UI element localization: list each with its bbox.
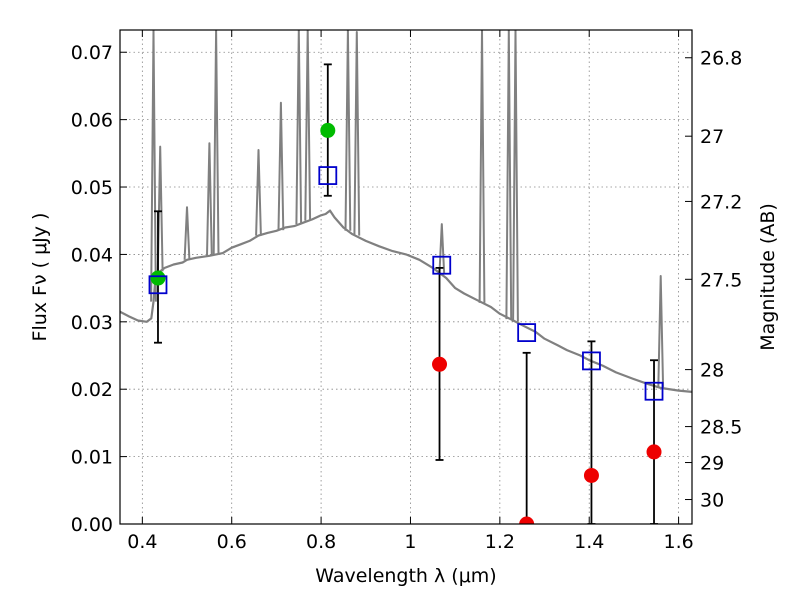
emission-line bbox=[304, 30, 312, 221]
emission-line bbox=[183, 206, 191, 260]
x-tick-label: 1 bbox=[404, 531, 416, 553]
detection-point bbox=[150, 270, 166, 286]
x-tick-label: 1.2 bbox=[485, 531, 515, 553]
right-tick-label: 27.2 bbox=[700, 191, 742, 213]
y-tick-label: 0.07 bbox=[71, 42, 113, 64]
model-photometry-point bbox=[148, 275, 168, 295]
model-photometry-point bbox=[517, 323, 537, 343]
emission-line bbox=[255, 149, 262, 236]
right-tick-label: 26.8 bbox=[700, 48, 742, 70]
axes: 0.4 0.6 0.8 1 1.2 1.4 1.6 0.00 0.01 0.02 0.03 0.04 0… bbox=[71, 30, 742, 553]
right-tick-label: 27 bbox=[700, 126, 724, 148]
y-tick-label: 0.04 bbox=[71, 244, 113, 266]
y-tick-label: 0.05 bbox=[71, 177, 113, 199]
x-tick-label: 0.8 bbox=[306, 531, 336, 553]
nondetection-point bbox=[432, 356, 448, 372]
right-tick-label: 28.5 bbox=[700, 417, 742, 439]
y-tick-label: 0.06 bbox=[71, 110, 113, 132]
spectrum-line bbox=[120, 209, 692, 393]
y-tick-label: 0.03 bbox=[71, 312, 113, 334]
emission-line bbox=[206, 142, 213, 256]
emission-line bbox=[277, 101, 285, 231]
emission-line bbox=[512, 30, 519, 322]
model-photometry-point bbox=[318, 166, 338, 185]
right-tick-label: 28 bbox=[700, 360, 724, 382]
x-tick-label: 0.4 bbox=[127, 531, 157, 553]
detection-point bbox=[320, 122, 336, 138]
emission-line bbox=[212, 30, 220, 255]
model-photometry-point bbox=[432, 255, 452, 275]
emission-line bbox=[657, 275, 665, 388]
y-axis-label: Flux Fν ( μJy ) bbox=[29, 213, 51, 342]
nondetection-point bbox=[519, 516, 535, 524]
emission-line bbox=[295, 30, 303, 225]
x-tick-label: 0.6 bbox=[217, 531, 247, 553]
right-tick-label: 30 bbox=[700, 490, 724, 512]
x-tick-label: 1.6 bbox=[663, 531, 693, 553]
plot-area bbox=[120, 30, 692, 524]
y-tick-label: 0.00 bbox=[71, 514, 113, 536]
right-axis-label: Magnitude (AB) bbox=[757, 203, 779, 351]
x-axis-label: Wavelength λ (μm) bbox=[315, 565, 496, 587]
plot-frame bbox=[119, 29, 693, 525]
model-photometry-point bbox=[582, 351, 601, 371]
y-tick-label: 0.02 bbox=[71, 379, 113, 401]
right-tick-label: 27.5 bbox=[700, 269, 742, 291]
emission-line bbox=[150, 30, 157, 302]
nondetection-point bbox=[583, 467, 599, 483]
right-tick-label: 29 bbox=[700, 453, 724, 475]
x-tick-label: 1.4 bbox=[574, 531, 604, 553]
emission-line bbox=[353, 31, 361, 236]
model-photometry-point bbox=[644, 381, 664, 401]
emission-line bbox=[505, 30, 513, 320]
grid bbox=[120, 30, 692, 525]
emission-line bbox=[478, 30, 486, 303]
y-tick-label: 0.01 bbox=[71, 447, 113, 469]
nondetection-point bbox=[646, 444, 662, 460]
emission-line bbox=[438, 223, 446, 275]
emission-line bbox=[344, 30, 352, 231]
